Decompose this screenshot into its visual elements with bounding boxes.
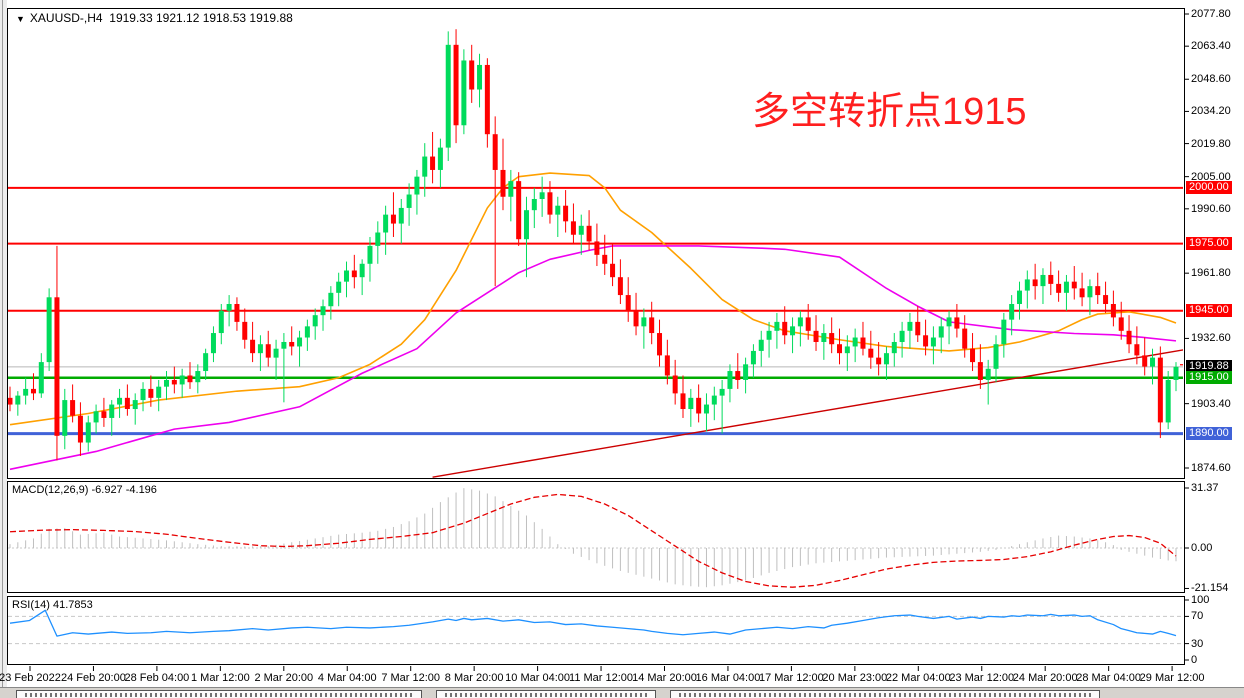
time-tick-label: 8 Mar 20:00 xyxy=(444,672,504,684)
price-tick-label: 2077.80 xyxy=(1191,8,1231,20)
price-badge: 1890.00 xyxy=(1186,427,1232,441)
macd-tick-label: -21.154 xyxy=(1191,582,1229,595)
price-badge: 1975.00 xyxy=(1186,237,1232,251)
rsi-tick-label: 100 xyxy=(1191,594,1210,606)
price-tick-label: 2063.40 xyxy=(1191,40,1231,53)
price-badge: 1945.00 xyxy=(1186,304,1232,318)
price-tick-label: 1903.40 xyxy=(1191,397,1231,410)
price-tick-label: 2048.60 xyxy=(1191,73,1231,86)
time-tick-label: 17 Mar 12:00 xyxy=(758,672,824,684)
time-tick-label: 20 Mar 23:00 xyxy=(822,672,888,684)
macd-label: MACD(12,26,9) -6.927 -4.196 xyxy=(12,484,157,496)
macd-tick-label: 31.37 xyxy=(1191,482,1219,494)
rsi-tick-label: 70 xyxy=(1191,610,1204,623)
price-badge: 1915.00 xyxy=(1186,371,1232,385)
window-left-edge xyxy=(0,0,7,688)
chart-tab[interactable] xyxy=(436,690,656,698)
rsi-label: RSI(14) 41.7853 xyxy=(12,599,93,611)
price-badge: 2000.00 xyxy=(1186,181,1232,195)
chart-title: ▼ XAUUSD-,H4 1919.33 1921.12 1918.53 1919… xyxy=(16,11,293,25)
time-tick-label: 28 Mar 04:00 xyxy=(1076,672,1142,684)
time-tick-label: 23 Mar 12:00 xyxy=(949,672,1015,684)
rsi-tick-label: 0 xyxy=(1191,654,1198,666)
macd-indicator-panel[interactable] xyxy=(7,481,1185,593)
chevron-down-icon[interactable]: ▼ xyxy=(16,14,25,24)
time-tick-label: 16 Mar 04:00 xyxy=(695,672,761,684)
ohlc-values-label: 1919.33 1921.12 1918.53 1919.88 xyxy=(109,11,293,25)
chart-tab[interactable] xyxy=(16,690,422,698)
price-tick-label: 1874.60 xyxy=(1191,462,1231,474)
time-tick-label: 11 Mar 12:00 xyxy=(569,672,634,684)
price-tick-label: 2034.20 xyxy=(1191,105,1231,118)
time-tick-label: 29 Mar 12:00 xyxy=(1139,672,1205,684)
chart-tab-bar xyxy=(0,687,1244,698)
price-tick-label: 2005.00 xyxy=(1191,170,1231,183)
time-tick-label: 24 Feb 20:00 xyxy=(61,672,126,684)
price-badge: 1919.88 xyxy=(1186,360,1232,374)
time-tick-label: 1 Mar 12:00 xyxy=(190,672,250,684)
rsi-tick-label: 30 xyxy=(1191,637,1204,650)
chart-tab[interactable] xyxy=(670,690,1100,698)
time-tick-label: 23 Feb 2022 xyxy=(0,672,61,684)
time-tick-label: 4 Mar 04:00 xyxy=(317,672,377,684)
price-tick-label: 1961.80 xyxy=(1191,267,1231,280)
price-tick-label: 2019.80 xyxy=(1191,137,1231,150)
time-tick-label: 24 Mar 20:00 xyxy=(1012,672,1078,684)
price-tick-label: 1932.60 xyxy=(1191,332,1231,345)
price-chart-panel[interactable] xyxy=(7,8,1185,479)
symbol-timeframe-label: XAUUSD-,H4 xyxy=(29,11,103,25)
time-tick-label: 28 Feb 04:00 xyxy=(124,672,190,684)
price-tick-label: 1990.60 xyxy=(1191,202,1231,215)
time-tick-label: 10 Mar 04:00 xyxy=(505,672,571,684)
time-tick-label: 14 Mar 20:00 xyxy=(632,672,697,684)
rsi-indicator-panel[interactable] xyxy=(7,596,1185,665)
macd-tick-label: 0.00 xyxy=(1191,542,1213,554)
time-tick-label: 2 Mar 20:00 xyxy=(254,672,314,684)
chart-annotation-text: 多空转折点1915 xyxy=(752,91,1027,133)
time-tick-label: 22 Mar 04:00 xyxy=(885,672,951,684)
time-tick-label: 7 Mar 12:00 xyxy=(381,672,441,684)
